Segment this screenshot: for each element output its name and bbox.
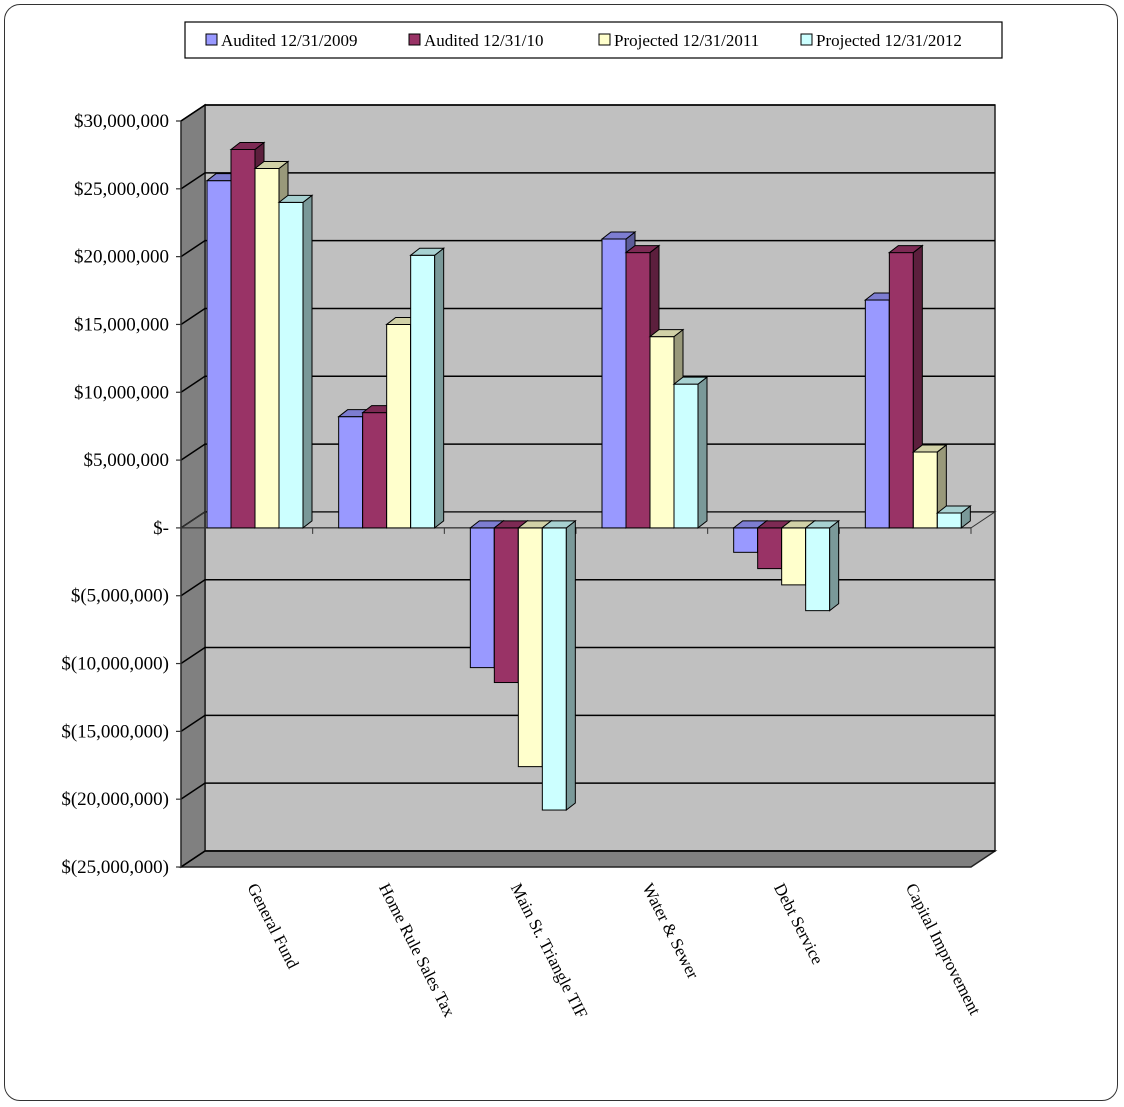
x-tick-label: Home Rule Sales Tax bbox=[375, 880, 459, 1020]
bar bbox=[804, 519, 841, 612]
legend-label: Projected 12/31/2012 bbox=[816, 31, 962, 50]
x-tick-label: Capital Improvement bbox=[902, 880, 985, 1018]
bar-front bbox=[733, 527, 759, 553]
x-tick-label: Debt Service bbox=[770, 880, 827, 967]
gridline bbox=[180, 375, 995, 393]
legend-swatch bbox=[205, 33, 218, 46]
bar-side bbox=[434, 247, 445, 529]
y-tick-label: $- bbox=[153, 518, 169, 539]
bar-top bbox=[672, 376, 709, 385]
bar-top bbox=[600, 231, 637, 240]
bar-front bbox=[469, 527, 495, 669]
floor bbox=[178, 850, 998, 868]
bar-top bbox=[229, 141, 266, 150]
bar-front bbox=[864, 299, 890, 529]
bar-side bbox=[565, 519, 576, 812]
bar-top bbox=[911, 444, 948, 453]
bar bbox=[277, 194, 314, 529]
y-tick-label: $(25,000,000) bbox=[61, 857, 169, 878]
y-tick-label: $15,000,000 bbox=[74, 314, 169, 335]
back-wall bbox=[204, 104, 996, 852]
y-tick-label: $(10,000,000) bbox=[61, 654, 169, 675]
bar bbox=[911, 443, 948, 529]
bar-top bbox=[624, 245, 661, 254]
bar-side bbox=[302, 194, 313, 529]
x-tick-label: Main St. Triangle TIF bbox=[507, 880, 592, 1021]
x-tick-label: General Fund bbox=[243, 880, 302, 972]
gridline bbox=[180, 239, 995, 258]
gridline bbox=[180, 782, 995, 800]
bar-front bbox=[912, 451, 938, 529]
bar bbox=[409, 247, 446, 529]
legend-label: Projected 12/31/2011 bbox=[614, 31, 759, 50]
y-tick-label: $30,000,000 bbox=[74, 111, 169, 132]
gridline bbox=[180, 443, 995, 461]
y-tick-label: $(5,000,000) bbox=[71, 586, 169, 607]
legend-label: Audited 12/31/2009 bbox=[221, 31, 357, 50]
bar-front bbox=[805, 527, 831, 612]
gridline bbox=[180, 172, 995, 190]
legend-box bbox=[184, 21, 1003, 59]
y-axis-ticks: $30,000,000 $25,000,000 $20,000,000 $15,000… bbox=[61, 111, 182, 878]
bar-top bbox=[935, 505, 972, 514]
side-wall bbox=[180, 103, 206, 869]
bar-front bbox=[254, 167, 280, 529]
bar bbox=[732, 519, 769, 554]
gridline bbox=[180, 714, 995, 732]
bar-top bbox=[540, 520, 577, 529]
chart-walls bbox=[178, 103, 998, 869]
bar-top bbox=[277, 194, 314, 203]
legend-swatch bbox=[800, 33, 813, 46]
bar-front bbox=[757, 527, 783, 570]
y-tick-label: $(15,000,000) bbox=[61, 721, 169, 742]
gridline bbox=[180, 646, 995, 665]
bar-front bbox=[601, 238, 627, 529]
bar bbox=[624, 244, 661, 529]
bar-side bbox=[829, 519, 840, 612]
bar-front bbox=[278, 201, 304, 529]
bar bbox=[672, 376, 709, 529]
bar-side bbox=[697, 376, 708, 529]
y-tick-label: $25,000,000 bbox=[74, 179, 169, 200]
chart: $30,000,000 $25,000,000 $20,000,000 $15,000… bbox=[61, 21, 1003, 1022]
slide-frame: $30,000,000 $25,000,000 $20,000,000 $15,000… bbox=[4, 4, 1118, 1101]
bar-front bbox=[386, 323, 412, 529]
bar-front bbox=[362, 412, 388, 529]
bars bbox=[205, 141, 972, 812]
gridline bbox=[180, 307, 995, 326]
bar-front bbox=[517, 527, 543, 768]
gridline bbox=[180, 850, 995, 868]
bar-front bbox=[673, 383, 699, 529]
bar-top bbox=[253, 160, 290, 169]
bar-front bbox=[230, 148, 256, 529]
legend-swatch bbox=[598, 33, 611, 46]
legend-label: Audited 12/31/10 bbox=[424, 31, 543, 50]
bar-front bbox=[936, 512, 962, 529]
bar bbox=[540, 519, 577, 812]
y-tick-label: $20,000,000 bbox=[74, 247, 169, 268]
y-tick-label: $5,000,000 bbox=[84, 450, 170, 471]
bar-front bbox=[541, 527, 567, 811]
legend-swatch bbox=[408, 33, 421, 46]
y-tick-label: $(20,000,000) bbox=[61, 789, 169, 810]
bar-front bbox=[338, 416, 364, 529]
bar-top bbox=[409, 247, 446, 256]
bar-front bbox=[649, 336, 675, 529]
bar-front bbox=[888, 252, 914, 529]
gridline bbox=[180, 104, 995, 122]
legend: Audited 12/31/2009 Audited 12/31/10 Projec… bbox=[184, 21, 1003, 59]
bar-top bbox=[804, 520, 841, 529]
bar-front bbox=[206, 180, 232, 529]
gridline bbox=[180, 578, 995, 597]
bar bbox=[935, 504, 972, 529]
x-tick-label: Water & Sewer bbox=[638, 880, 702, 982]
bar-front bbox=[493, 527, 519, 684]
bar-top bbox=[887, 245, 924, 254]
bar-front bbox=[410, 254, 436, 529]
bar-front bbox=[625, 252, 651, 529]
x-axis-ticks: General Fund Home Rule Sales Tax Main St. … bbox=[243, 880, 984, 1021]
y-tick-label: $10,000,000 bbox=[74, 382, 169, 403]
bar-front bbox=[781, 527, 807, 586]
bar-top bbox=[648, 329, 685, 338]
